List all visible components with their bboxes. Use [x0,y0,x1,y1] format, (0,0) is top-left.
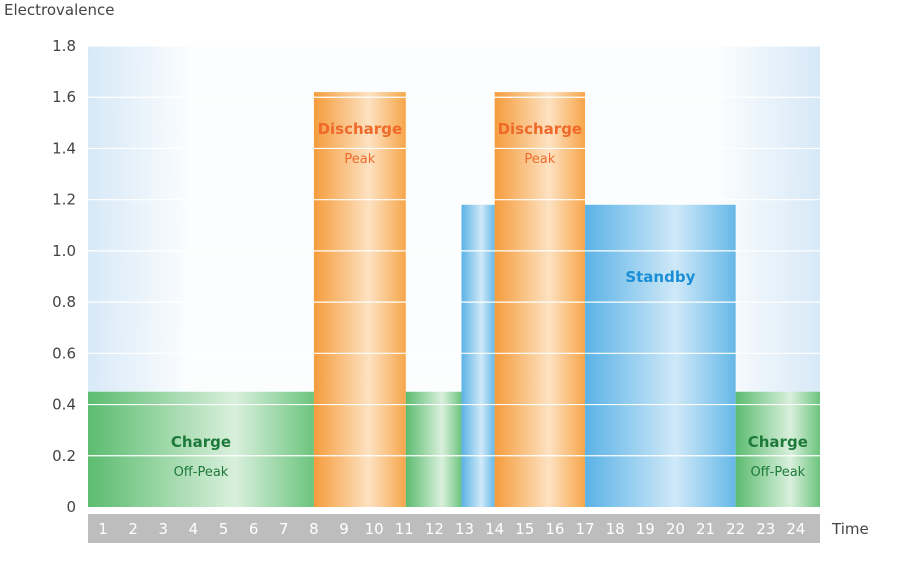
x-tick-label: 18 [606,520,625,538]
x-tick-label: 17 [575,520,594,538]
bar-standby-6 [585,204,736,508]
y-axis-title: Electrovalence [4,1,114,19]
gridlines [88,45,820,457]
y-tick-label: 1.0 [52,242,76,260]
x-tick-label: 21 [696,520,715,538]
x-axis-title: Time [831,520,869,538]
x-tick-label: 4 [189,520,199,538]
x-tick-label: 13 [455,520,474,538]
x-tick-label: 9 [339,520,349,538]
x-tick-label: 20 [666,520,685,538]
x-tick-label: 8 [309,520,319,538]
x-tick-label: 15 [515,520,534,538]
x-axis-band [88,514,820,543]
bar-charge-3 [405,391,462,507]
bar-charge-1 [88,391,314,507]
y-tick-label: 0.6 [52,344,76,362]
y-tick-labels: 0 0.2 0.4 0.6 0.8 1.0 1.2 1.4 1.6 1.8 [52,37,76,516]
y-tick-label: 1.8 [52,37,76,55]
bar-sublabel: Peak [524,152,555,167]
y-tick-label: 1.2 [52,191,76,209]
bar-charge-7 [735,391,820,507]
x-tick-label: 22 [726,520,745,538]
x-tick-label: 5 [219,520,229,538]
bar-sublabel: Off-Peak [174,465,229,480]
x-tick-label: 2 [128,520,138,538]
x-tick-label: 23 [756,520,775,538]
x-tick-labels: 1 2 3 4 5 6 7 8 9 10 11 12 13 14 15 16 17 18 19 20 21 22 23 24 [98,520,805,538]
x-tick-label: 19 [636,520,655,538]
y-tick-label: 0 [66,498,76,516]
x-tick-label: 14 [485,520,504,538]
y-tick-label: 1.4 [52,139,76,157]
bar-discharge-2 [313,92,406,507]
bar-label: Standby [625,268,695,286]
x-tick-label: 3 [159,520,169,538]
x-tick-label: 12 [425,520,444,538]
bar-label: Charge [171,433,231,451]
bar-standby-4 [461,204,495,508]
y-tick-label: 0.4 [52,396,76,414]
bar-discharge-5 [494,92,586,507]
x-tick-label: 16 [545,520,564,538]
y-tick-label: 1.6 [52,88,76,106]
bar-label: Charge [748,433,808,451]
bar-label: Discharge [318,120,403,138]
x-tick-label: 10 [365,520,384,538]
bar-label: Discharge [498,120,583,138]
x-tick-label: 6 [249,520,259,538]
bar-sublabel: Peak [344,152,375,167]
bars [88,92,820,508]
y-tick-label: 0.2 [52,447,76,465]
x-tick-label: 7 [279,520,289,538]
y-tick-label: 0.8 [52,293,76,311]
bar-labels: Charge Off-Peak Discharge Peak Discharge Peak… [171,120,808,480]
x-tick-label: 1 [98,520,108,538]
x-tick-label: 11 [395,520,414,538]
bar-sublabel: Off-Peak [750,465,805,480]
x-tick-label: 24 [786,520,805,538]
